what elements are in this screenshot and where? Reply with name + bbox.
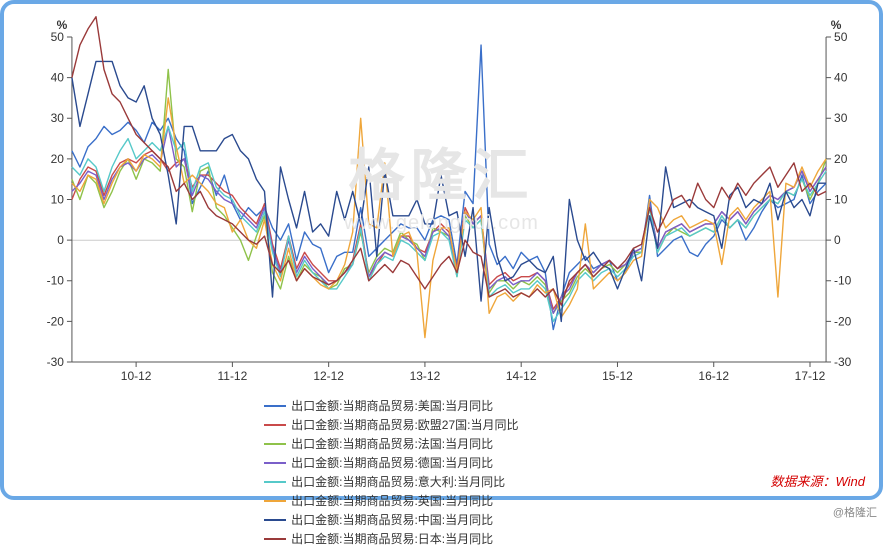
svg-text:-20: -20 (834, 314, 852, 328)
svg-text:15-12: 15-12 (602, 369, 633, 383)
legend-item: 出口金额:当期商品贸易:美国:当月同比 (264, 397, 619, 414)
svg-text:-30: -30 (47, 355, 65, 369)
svg-text:-30: -30 (834, 355, 852, 369)
legend-swatch (264, 405, 286, 407)
line-chart-svg: -30 -30 -20 -20 -10 -10 0 0 10 10 20 20 30 30 40 40 50 50… (12, 12, 871, 392)
legend-swatch (264, 519, 286, 521)
svg-text:50: 50 (51, 30, 65, 44)
legend-swatch (264, 538, 286, 540)
legend-swatch (264, 462, 286, 464)
svg-text:%: % (831, 18, 842, 32)
svg-text:30: 30 (834, 111, 848, 125)
legend-label: 出口金额:当期商品贸易:英国:当月同比 (291, 492, 493, 509)
svg-text:40: 40 (51, 71, 65, 85)
legend-item: 出口金额:当期商品贸易:中国:当月同比 (264, 511, 619, 528)
chart-area: 格隆汇 www.gelonghui.com -30-30-20-20-10-10… (12, 12, 871, 392)
svg-text:17-12: 17-12 (795, 369, 826, 383)
attribution: @格隆汇 (833, 504, 877, 520)
chart-frame: 格隆汇 www.gelonghui.com -30-30-20-20-10-10… (0, 0, 883, 500)
legend-item: 出口金额:当期商品贸易:欧盟27国:当月同比 (264, 416, 619, 433)
svg-text:11-12: 11-12 (218, 369, 248, 383)
svg-text:0: 0 (834, 233, 841, 247)
legend-swatch (264, 481, 286, 483)
legend-label: 出口金额:当期商品贸易:欧盟27国:当月同比 (291, 416, 518, 433)
svg-text:14-12: 14-12 (506, 369, 537, 383)
legend-item: 出口金额:当期商品贸易:法国:当月同比 (264, 435, 619, 452)
svg-text:-10: -10 (834, 274, 852, 288)
svg-text:20: 20 (834, 152, 848, 166)
legend-label: 出口金额:当期商品贸易:德国:当月同比 (291, 454, 493, 471)
svg-text:-10: -10 (47, 274, 65, 288)
svg-text:10: 10 (834, 192, 848, 206)
legend-swatch (264, 424, 286, 426)
legend-label: 出口金额:当期商品贸易:中国:当月同比 (291, 511, 493, 528)
svg-text:16-12: 16-12 (698, 369, 729, 383)
legend-label: 出口金额:当期商品贸易:美国:当月同比 (291, 397, 493, 414)
legend-item: 出口金额:当期商品贸易:日本:当月同比 (264, 530, 619, 547)
legend-label: 出口金额:当期商品贸易:法国:当月同比 (291, 435, 493, 452)
svg-text:20: 20 (51, 152, 65, 166)
legend-item: 出口金额:当期商品贸易:德国:当月同比 (264, 454, 619, 471)
data-source-label: 数据来源：Wind (770, 471, 865, 490)
svg-text:10: 10 (51, 192, 65, 206)
legend-item: 出口金额:当期商品贸易:意大利:当月同比 (264, 473, 619, 490)
svg-text:%: % (57, 18, 68, 32)
legend-label: 出口金额:当期商品贸易:意大利:当月同比 (291, 473, 505, 490)
svg-text:13-12: 13-12 (410, 369, 441, 383)
svg-text:-20: -20 (47, 314, 65, 328)
legend-label: 出口金额:当期商品贸易:日本:当月同比 (291, 530, 493, 547)
svg-text:0: 0 (57, 233, 64, 247)
legend-item: 出口金额:当期商品贸易:英国:当月同比 (264, 492, 619, 509)
svg-text:10-12: 10-12 (121, 369, 152, 383)
legend-swatch (264, 443, 286, 445)
svg-text:50: 50 (834, 30, 848, 44)
legend: 出口金额:当期商品贸易:美国:当月同比出口金额:当期商品贸易:欧盟27国:当月同… (12, 392, 871, 548)
svg-text:12-12: 12-12 (313, 369, 344, 383)
svg-text:40: 40 (834, 71, 848, 85)
svg-text:30: 30 (51, 111, 65, 125)
